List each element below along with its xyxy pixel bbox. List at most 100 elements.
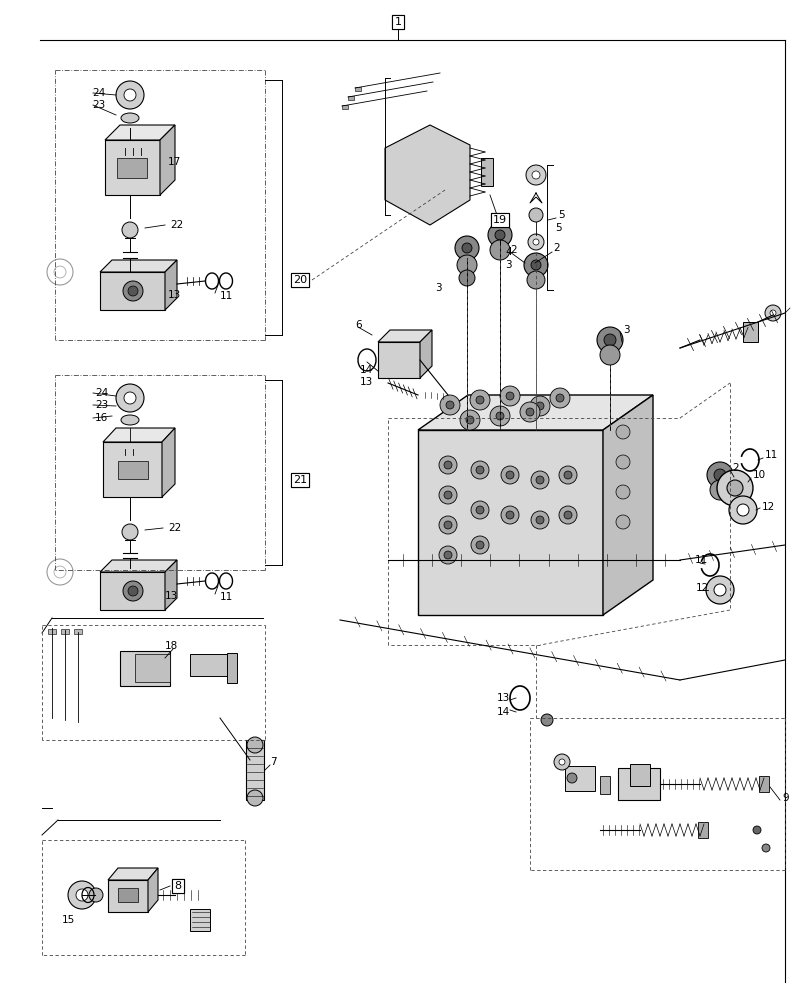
Circle shape: [716, 470, 752, 506]
Circle shape: [475, 541, 483, 549]
Text: 19: 19: [492, 215, 506, 225]
Text: 18: 18: [165, 641, 178, 651]
Bar: [341, 105, 348, 109]
Circle shape: [470, 390, 489, 410]
Ellipse shape: [121, 113, 139, 123]
Bar: [227, 653, 237, 683]
Polygon shape: [418, 430, 603, 615]
Polygon shape: [419, 330, 431, 378]
Circle shape: [76, 889, 88, 901]
Circle shape: [500, 386, 519, 406]
Circle shape: [475, 396, 483, 404]
Circle shape: [122, 222, 138, 238]
Circle shape: [526, 165, 545, 185]
Text: 23: 23: [92, 100, 105, 110]
Text: 8: 8: [174, 881, 182, 891]
Text: 21: 21: [293, 475, 307, 485]
Circle shape: [603, 334, 616, 346]
Circle shape: [500, 466, 518, 484]
Bar: [758, 776, 768, 792]
Circle shape: [505, 471, 513, 479]
Circle shape: [487, 223, 512, 247]
Circle shape: [556, 394, 564, 402]
Circle shape: [489, 406, 509, 426]
Circle shape: [128, 586, 138, 596]
Circle shape: [564, 511, 571, 519]
Circle shape: [709, 480, 729, 500]
Polygon shape: [100, 572, 165, 610]
Circle shape: [470, 536, 488, 554]
Text: 6: 6: [354, 320, 361, 330]
Bar: [599, 776, 609, 794]
Circle shape: [475, 506, 483, 514]
Circle shape: [764, 305, 780, 321]
Polygon shape: [100, 260, 177, 272]
Circle shape: [89, 888, 103, 902]
Circle shape: [247, 790, 263, 806]
Bar: [629, 764, 649, 786]
Circle shape: [458, 270, 474, 286]
Circle shape: [116, 81, 144, 109]
Text: 22: 22: [168, 523, 181, 533]
Polygon shape: [108, 880, 148, 912]
Text: 12: 12: [761, 502, 775, 512]
Circle shape: [523, 253, 547, 277]
Text: 8: 8: [174, 881, 182, 891]
Text: 3: 3: [435, 283, 441, 293]
Polygon shape: [108, 868, 158, 880]
Circle shape: [535, 476, 543, 484]
Text: 3: 3: [504, 260, 511, 270]
Text: 5: 5: [554, 223, 561, 233]
Bar: [120, 650, 169, 686]
Circle shape: [47, 259, 73, 285]
Text: 2: 2: [731, 463, 738, 473]
Circle shape: [530, 511, 548, 529]
Circle shape: [616, 425, 629, 439]
Text: 21: 21: [293, 475, 307, 485]
Text: 13: 13: [496, 693, 509, 703]
Bar: [135, 654, 170, 682]
Circle shape: [439, 486, 457, 504]
Text: 11: 11: [764, 450, 777, 460]
Text: 24: 24: [95, 388, 108, 398]
Text: 13: 13: [165, 591, 178, 601]
Circle shape: [439, 516, 457, 534]
Circle shape: [706, 462, 732, 488]
Polygon shape: [105, 140, 160, 195]
Text: 24: 24: [92, 88, 105, 98]
Circle shape: [616, 485, 629, 499]
Text: 2: 2: [509, 245, 516, 255]
Circle shape: [553, 754, 569, 770]
Text: 19: 19: [492, 215, 506, 225]
Circle shape: [68, 881, 96, 909]
Circle shape: [558, 759, 564, 765]
Circle shape: [713, 584, 725, 596]
Circle shape: [530, 471, 548, 489]
Bar: [118, 888, 138, 902]
Circle shape: [54, 566, 66, 578]
Circle shape: [528, 208, 543, 222]
Polygon shape: [148, 868, 158, 912]
Circle shape: [47, 559, 73, 585]
Circle shape: [470, 461, 488, 479]
Bar: [190, 654, 230, 676]
Polygon shape: [378, 330, 431, 342]
Text: 1: 1: [394, 17, 401, 27]
Circle shape: [527, 234, 543, 250]
Polygon shape: [103, 428, 175, 442]
Circle shape: [713, 469, 725, 481]
Polygon shape: [103, 442, 162, 497]
Circle shape: [128, 286, 138, 296]
Bar: [190, 909, 210, 931]
Circle shape: [769, 310, 775, 316]
Text: 1: 1: [394, 17, 401, 27]
Text: 5: 5: [557, 210, 564, 220]
Bar: [480, 158, 492, 186]
Polygon shape: [165, 560, 177, 610]
Polygon shape: [165, 260, 177, 310]
Text: 13: 13: [359, 377, 373, 387]
Circle shape: [616, 515, 629, 529]
Circle shape: [445, 401, 453, 409]
Circle shape: [440, 395, 460, 415]
Polygon shape: [418, 395, 652, 430]
